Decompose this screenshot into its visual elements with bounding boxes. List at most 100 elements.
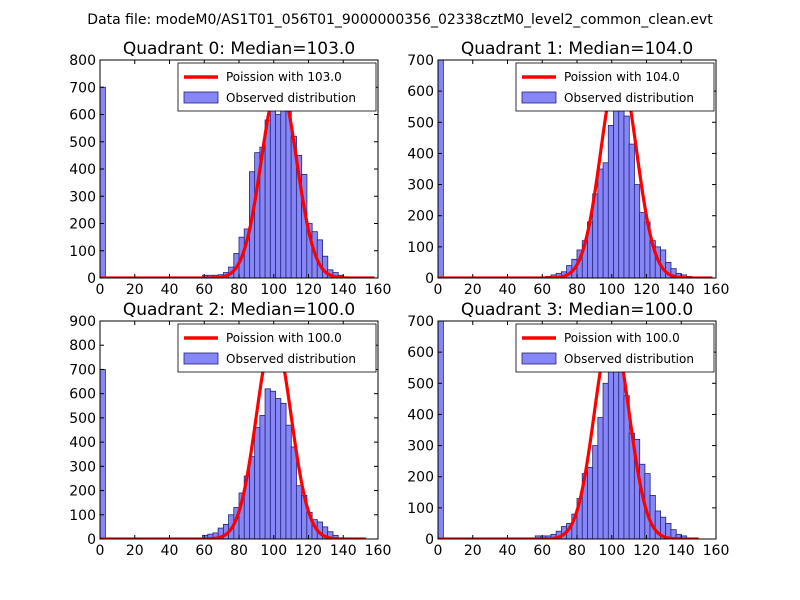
y-tick-label: 500 [407, 376, 434, 392]
histogram-bar [100, 369, 106, 539]
quadrant-0-panel: Quadrant 0: Median=103.0 0 20 40 60 80 100 120 1… [69, 39, 391, 298]
x-tick-label: 120 [295, 282, 322, 298]
legend-bar-swatch [183, 91, 219, 104]
legend-bar-swatch [521, 352, 557, 365]
y-tick-label: 700 [69, 80, 96, 96]
quadrant-1-title: Quadrant 1: Median=104.0 [461, 39, 693, 59]
legend-bar-label: Observed distribution [226, 352, 356, 366]
x-tick-label: 140 [330, 282, 357, 298]
histogram-bar [275, 114, 282, 278]
histogram-bar [285, 108, 292, 278]
quadrant-3-title: Quadrant 3: Median=100.0 [461, 300, 693, 320]
histogram-bar [438, 321, 444, 539]
histogram-bar [275, 398, 282, 539]
y-tick-label: 800 [69, 53, 96, 69]
x-tick-label: 60 [533, 282, 551, 298]
histogram-bar [597, 168, 604, 278]
y-tick-label: 100 [407, 240, 434, 256]
y-tick-label: 100 [69, 244, 96, 260]
legend-line-label: Poission with 104.0 [564, 70, 680, 84]
y-tick-label: 0 [425, 532, 434, 548]
histogram-bar [633, 184, 641, 278]
x-tick-label: 80 [230, 543, 248, 559]
poisson-curve [438, 64, 714, 278]
quadrant-3-panel: Quadrant 3: Median=100.0 0 20 40 60 80 100 120 1… [407, 300, 729, 559]
quadrant-2-plot-area [100, 333, 367, 539]
x-tick-label: 100 [598, 543, 625, 559]
y-tick-label: 500 [69, 411, 96, 427]
quadrant-2-title: Quadrant 2: Median=100.0 [123, 300, 355, 320]
x-tick-label: 160 [365, 282, 392, 298]
histogram-bar [280, 92, 287, 278]
poisson-curve [438, 328, 700, 539]
y-tick-label: 400 [407, 146, 434, 162]
x-tick-label: 0 [434, 282, 443, 298]
histogram-bar [623, 115, 630, 278]
histogram-bar [290, 446, 297, 539]
y-tick-label: 300 [69, 459, 96, 475]
y-tick-label: 100 [407, 501, 434, 517]
y-tick-label: 700 [407, 53, 434, 69]
histogram-bar [295, 485, 303, 539]
x-tick-label: 40 [161, 543, 179, 559]
y-tick-label: 600 [407, 345, 434, 361]
x-tick-label: 0 [96, 543, 105, 559]
y-tick-label: 600 [69, 108, 96, 124]
y-tick-label: 400 [69, 435, 96, 451]
histogram-bar [607, 125, 615, 278]
figure-suptitle: Data file: modeM0/AS1T01_056T01_90000003… [87, 12, 713, 28]
x-tick-label: 80 [568, 282, 586, 298]
y-tick-label: 100 [69, 508, 96, 524]
legend-line-label: Poission with 100.0 [226, 331, 342, 345]
histogram-bar [602, 382, 609, 539]
x-tick-label: 100 [260, 282, 287, 298]
quadrant-3-plot-area [438, 321, 700, 539]
y-tick-label: 600 [69, 387, 96, 403]
histogram-bar [597, 417, 604, 539]
histogram-bar [280, 402, 287, 539]
y-tick-label: 700 [407, 314, 434, 330]
y-tick-label: 400 [69, 162, 96, 178]
y-tick-label: 600 [407, 84, 434, 100]
histogram-bar [264, 119, 271, 278]
histogram-bar [613, 361, 620, 539]
legend-bar-label: Observed distribution [564, 91, 694, 105]
legend-bar-label: Observed distribution [226, 91, 356, 105]
histogram-bar [618, 364, 625, 539]
x-tick-label: 100 [260, 543, 287, 559]
y-tick-label: 800 [69, 338, 96, 354]
x-tick-label: 140 [668, 543, 695, 559]
x-tick-label: 0 [96, 282, 105, 298]
y-tick-label: 500 [407, 115, 434, 131]
x-tick-label: 20 [464, 543, 482, 559]
quadrant-2-legend: Poission with 100.0 Observed distribution [177, 323, 377, 373]
y-tick-label: 0 [87, 532, 96, 548]
quadrant-3-legend: Poission with 100.0 Observed distribution [515, 323, 715, 373]
poisson-curve [100, 81, 376, 278]
quadrant-1-legend: Poission with 104.0 Observed distribution [515, 62, 715, 112]
histogram-bar [100, 86, 106, 278]
y-tick-label: 200 [407, 209, 434, 225]
quadrant-1-plot-area [438, 60, 714, 278]
x-tick-label: 20 [464, 282, 482, 298]
y-tick-label: 0 [87, 271, 96, 287]
x-tick-label: 40 [499, 543, 517, 559]
poisson-curve [100, 333, 367, 539]
histogram-bar [607, 351, 615, 539]
quadrant-0-legend: Poission with 103.0 Observed distribution [177, 62, 377, 112]
y-tick-label: 200 [407, 470, 434, 486]
quadrant-panels: Quadrant 0: Median=103.0 0 20 40 60 80 100 120 1… [69, 39, 729, 559]
x-tick-label: 140 [330, 543, 357, 559]
histogram-bar [613, 87, 620, 278]
histogram-bar [628, 143, 635, 278]
x-tick-label: 60 [195, 282, 213, 298]
quadrant-2-panel: Quadrant 2: Median=100.0 0 20 40 60 80 100 120 1… [69, 300, 391, 559]
histogram-bar [269, 103, 277, 278]
legend-bar-label: Observed distribution [564, 352, 694, 366]
x-tick-label: 40 [499, 282, 517, 298]
y-tick-label: 300 [407, 439, 434, 455]
x-tick-label: 80 [568, 543, 586, 559]
x-tick-label: 20 [126, 282, 144, 298]
histogram-bar [259, 415, 266, 539]
